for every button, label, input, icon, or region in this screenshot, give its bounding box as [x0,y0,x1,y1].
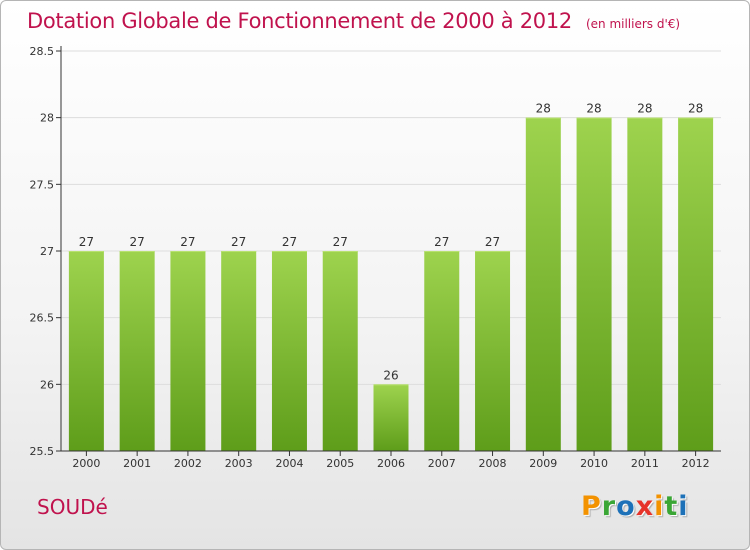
bar-value-label: 28 [688,102,703,116]
x-tick-label: 2000 [72,457,100,470]
x-tick-label: 2005 [326,457,354,470]
logo-letter: x [635,491,655,522]
bar [322,251,358,451]
bar [221,251,257,451]
bar-value-label: 28 [536,102,551,116]
bar-value-label: 26 [383,368,398,382]
bar [678,117,714,452]
logo-letter: t [664,491,679,522]
bar [119,251,155,451]
bar [373,384,409,451]
x-tick-label: 2009 [529,457,557,470]
axes [60,46,721,452]
bar-value-label: 27 [231,235,246,249]
bars [68,117,714,452]
logo-letter: o [616,491,636,522]
y-tick-label: 25.5 [30,445,55,458]
logo-letter: P [581,491,602,522]
bar-value-label: 27 [282,235,297,249]
y-tick-label: 27 [40,245,54,258]
bar-value-label: 27 [434,235,449,249]
y-tick-label: 26.5 [30,312,55,325]
x-tick-label: 2001 [123,457,151,470]
logo-letter: i [654,491,665,522]
x-tick-label: 2012 [682,457,710,470]
bar [68,251,104,451]
bar [627,117,663,452]
y-tick-label: 28.5 [30,45,55,58]
y-tick-label: 28 [40,112,54,125]
x-tick-label: 2008 [479,457,507,470]
x-tick-label: 2004 [275,457,303,470]
bar-value-label: 27 [485,235,500,249]
bar-value-label: 28 [586,102,601,116]
y-tick-label: 27.5 [30,178,55,191]
x-tick-label: 2010 [580,457,608,470]
bar [170,251,206,451]
bar [525,117,561,452]
bar-value-label: 27 [130,235,145,249]
bar [475,251,511,451]
chart-title: Dotation Globale de Fonctionnement de 20… [27,9,680,33]
x-tick-label: 2007 [428,457,456,470]
place-name: SOUDé [37,495,108,519]
logo-letter: i [678,491,689,522]
bar [576,117,612,452]
bar-value-label: 28 [637,102,652,116]
x-tick-label: 2011 [631,457,659,470]
chart-subtitle: (en milliers d'€) [585,17,681,31]
x-tick-label: 2003 [225,457,253,470]
bar [424,251,460,451]
proxiti-logo: Proxiti [581,491,689,522]
x-axis-ticks: 2000 2001 2002 2003 2004 2005 2006 2007 2008 2009… [72,451,710,470]
bar-value-label: 27 [79,235,94,249]
chart-title-text: Dotation Globale de Fonctionnement de 20… [27,9,572,33]
y-tick-label: 26 [40,378,54,391]
x-tick-label: 2002 [174,457,202,470]
value-labels: 27 27 27 27 27 27 26 27 27 28 28 28 28 [79,102,704,383]
logo-letter: r [601,491,617,522]
x-tick-label: 2006 [377,457,405,470]
bar [271,251,307,451]
bar-value-label: 27 [333,235,348,249]
y-axis-ticks: 25.5 26 26.5 27 27.5 28 28.5 [30,45,61,458]
bar-value-label: 27 [180,235,195,249]
